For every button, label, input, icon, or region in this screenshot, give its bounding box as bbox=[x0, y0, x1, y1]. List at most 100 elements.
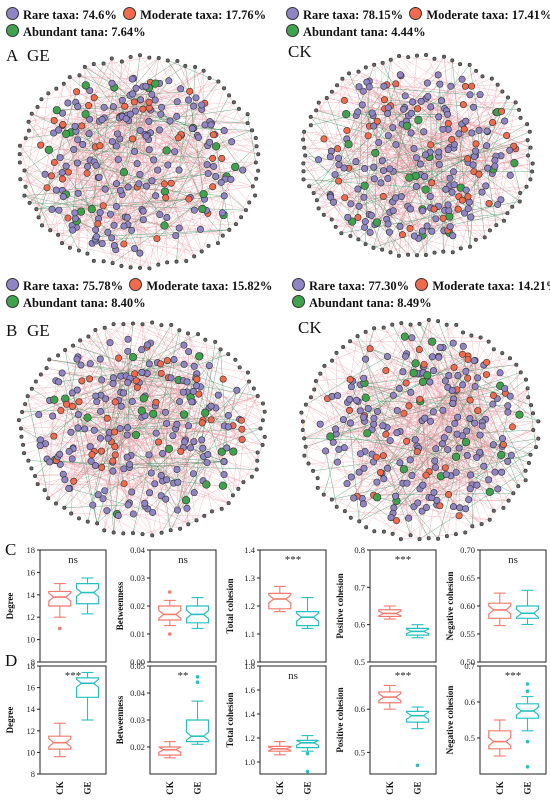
network-node bbox=[426, 536, 431, 541]
boxplot-C-positive-cohesion: 0.5 0.6 0.7 0.8 Positive cohesion *** bbox=[335, 545, 437, 667]
network-node bbox=[62, 129, 71, 139]
panel-letter-D: D bbox=[5, 651, 18, 670]
network-node bbox=[84, 163, 92, 171]
network-edge bbox=[178, 170, 202, 252]
network-node bbox=[405, 514, 413, 522]
x-tick-label: CK bbox=[385, 781, 395, 795]
network-node bbox=[251, 386, 256, 391]
network-node bbox=[253, 135, 258, 140]
network-node bbox=[448, 386, 456, 394]
network-node bbox=[85, 251, 90, 256]
network-node bbox=[525, 138, 530, 143]
network-node bbox=[360, 193, 368, 201]
network-node bbox=[449, 339, 457, 347]
network-edge bbox=[335, 337, 413, 430]
network-node bbox=[139, 105, 147, 113]
network-node bbox=[99, 202, 107, 210]
y-tick-label: 0.03 bbox=[130, 573, 145, 583]
network-edge bbox=[305, 108, 418, 156]
network-edge bbox=[158, 57, 170, 81]
network-node bbox=[175, 166, 183, 174]
network-node bbox=[360, 413, 368, 421]
network-edge bbox=[506, 135, 528, 141]
network-node bbox=[162, 146, 171, 155]
network-edge bbox=[349, 341, 434, 371]
network-node bbox=[255, 394, 260, 399]
network-edge bbox=[135, 434, 187, 501]
network-node bbox=[160, 221, 169, 230]
network-node bbox=[389, 391, 397, 399]
network-node bbox=[103, 414, 111, 422]
network-edge bbox=[365, 331, 448, 537]
network-node bbox=[65, 485, 73, 493]
network-node bbox=[384, 132, 392, 140]
network-node bbox=[423, 253, 428, 258]
network-edge bbox=[170, 324, 187, 501]
network-edge bbox=[453, 398, 514, 494]
network-node bbox=[97, 447, 105, 455]
network-node bbox=[121, 322, 126, 327]
network-edge bbox=[176, 227, 180, 262]
network-node bbox=[380, 82, 388, 90]
network-node bbox=[93, 327, 98, 332]
network-node bbox=[126, 460, 134, 468]
network-node bbox=[439, 406, 447, 414]
network-node bbox=[109, 467, 117, 475]
network-edge bbox=[336, 388, 505, 435]
network-edge bbox=[95, 240, 113, 264]
network-edge bbox=[41, 225, 150, 269]
network-node bbox=[120, 389, 128, 397]
network-node bbox=[236, 486, 241, 491]
network-edge bbox=[84, 66, 147, 137]
box-CK bbox=[48, 722, 72, 758]
box-body bbox=[158, 746, 182, 756]
network-node bbox=[143, 341, 151, 349]
network-node bbox=[151, 480, 159, 488]
network-node bbox=[513, 100, 518, 105]
network-edge bbox=[39, 378, 90, 446]
outlier-point bbox=[305, 769, 310, 774]
network-node bbox=[445, 491, 453, 499]
network-node bbox=[421, 185, 430, 194]
network-edge bbox=[363, 416, 470, 419]
network-edge bbox=[52, 329, 96, 417]
network-node bbox=[316, 100, 321, 105]
network-edge bbox=[195, 77, 210, 98]
network-edge bbox=[31, 437, 101, 469]
network-node bbox=[169, 322, 174, 327]
network-edge bbox=[180, 134, 203, 210]
y-axis-label: Positive cohesion bbox=[335, 573, 345, 638]
network-node bbox=[418, 227, 426, 235]
network-edge bbox=[348, 73, 521, 119]
network-node bbox=[17, 160, 22, 165]
network-edge bbox=[362, 375, 428, 499]
network-node bbox=[449, 232, 457, 240]
network-node bbox=[128, 55, 133, 60]
network-edge bbox=[441, 70, 477, 101]
network-node bbox=[467, 62, 472, 67]
network-edge bbox=[347, 111, 359, 218]
network-node bbox=[99, 495, 107, 503]
network-node bbox=[220, 127, 228, 135]
moderate-taxa-dot bbox=[123, 7, 137, 20]
network-node bbox=[449, 399, 457, 407]
network-node bbox=[189, 470, 197, 478]
network-node bbox=[393, 429, 401, 437]
network-node bbox=[454, 322, 459, 327]
network-node bbox=[397, 54, 402, 59]
network-edge bbox=[177, 365, 210, 511]
network-node bbox=[444, 201, 452, 209]
network-edge bbox=[443, 56, 516, 149]
network-node bbox=[254, 144, 259, 149]
network-node bbox=[444, 110, 452, 118]
y-tick-label: 0.55 bbox=[460, 629, 475, 639]
network-node bbox=[344, 213, 352, 221]
network-node bbox=[498, 468, 506, 476]
network-edge bbox=[467, 378, 481, 436]
network-node bbox=[71, 343, 76, 348]
network-node bbox=[89, 501, 97, 509]
y-tick-label: 0.60 bbox=[460, 601, 475, 611]
network-edge bbox=[147, 344, 240, 420]
network-node bbox=[74, 103, 82, 111]
outlier-point bbox=[415, 763, 420, 768]
